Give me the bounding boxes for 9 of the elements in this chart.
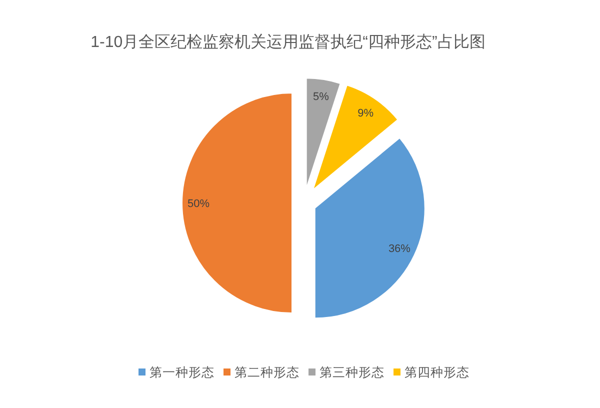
legend-label: 第一种形态 xyxy=(150,366,214,380)
legend-label: 第四种形态 xyxy=(404,366,470,380)
data-label: 5% xyxy=(313,90,329,103)
data-label: 9% xyxy=(358,107,374,120)
legend-label: 第二种形态 xyxy=(234,366,300,380)
data-label: 50% xyxy=(187,198,210,210)
legend-label: 第三种形态 xyxy=(320,366,384,380)
title: 1-10月全区纪检监察机关运用监督执纪“四种形态”占比图 xyxy=(90,34,486,51)
data-label: 36% xyxy=(388,242,410,255)
